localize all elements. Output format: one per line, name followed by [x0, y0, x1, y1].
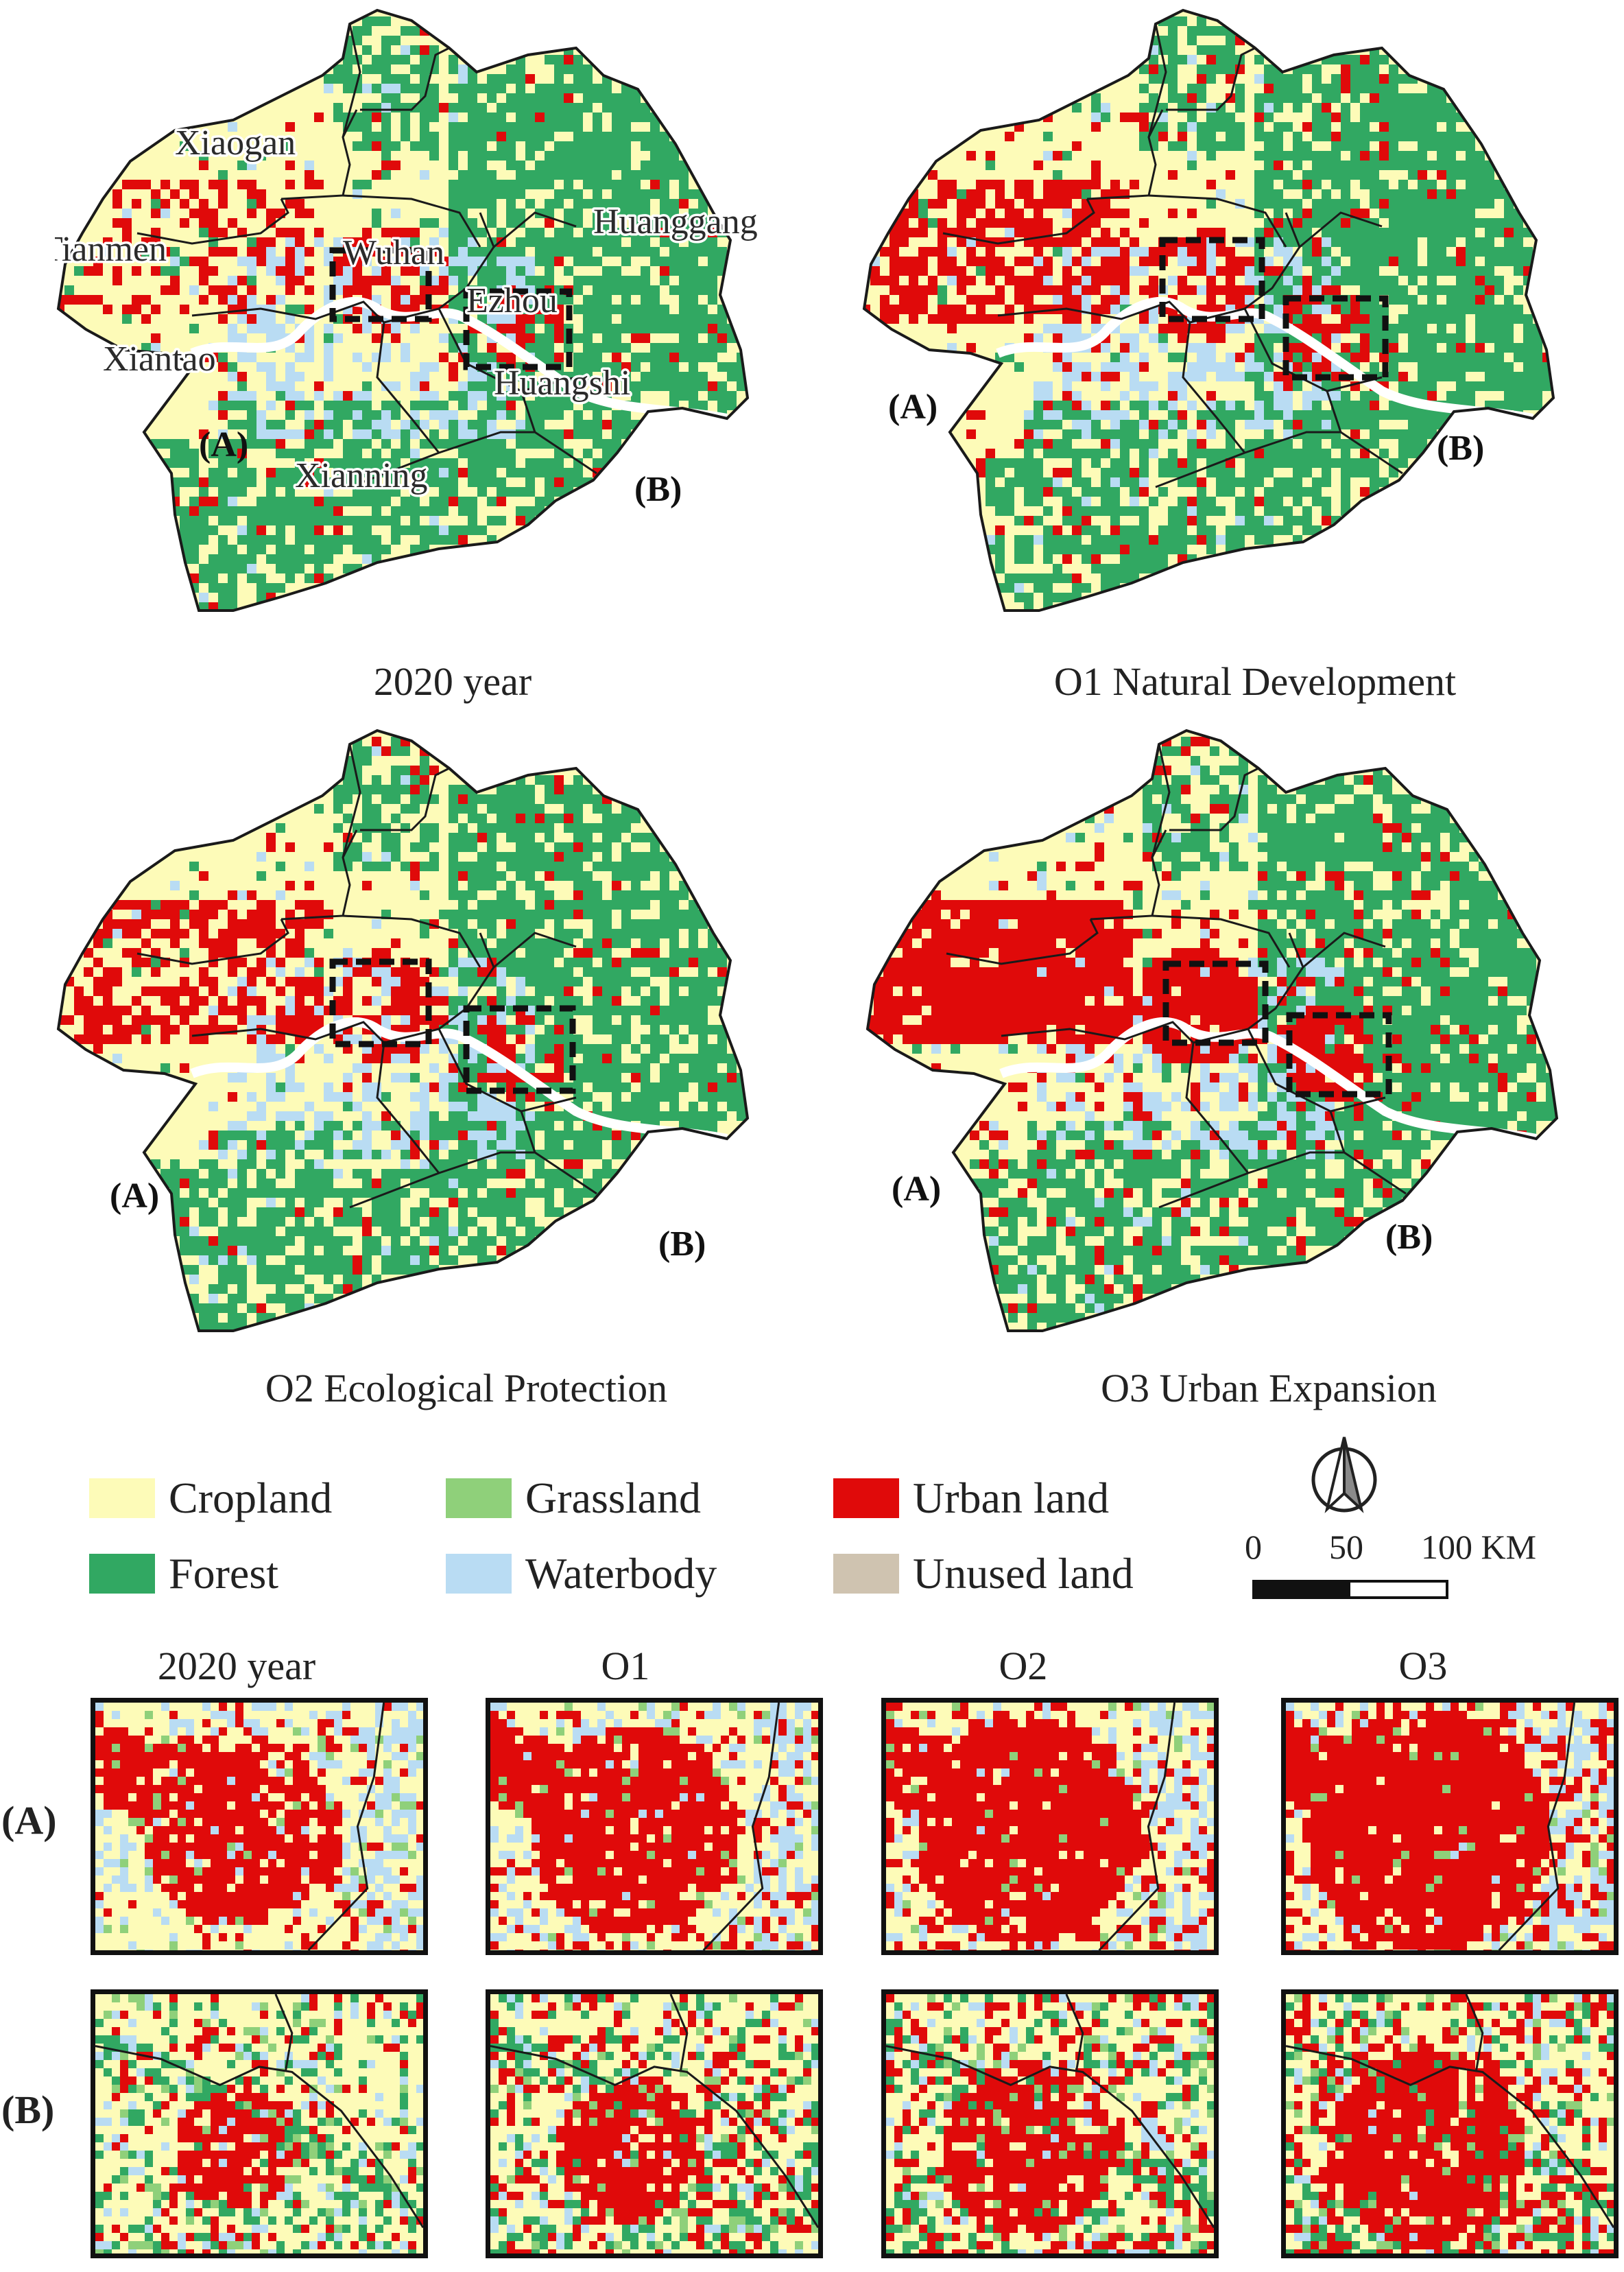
legend-swatch [89, 1478, 155, 1518]
city-label-xiaogan: Xiaogan [175, 123, 296, 163]
inset-raster [490, 1703, 818, 1950]
inset-column-header: O3 [1398, 1644, 1448, 1688]
map-panel-2020: (A) (B) Xiaogan Tianmen Wuhan Huanggang Ezhou X… [55, 7, 768, 652]
map-panel-o1: (A) (B) [857, 7, 1577, 652]
scale-tick-100: 100 KM [1421, 1528, 1537, 1566]
legend-label: Cropland [169, 1474, 333, 1522]
inset-a-2020 [91, 1698, 428, 1955]
legend-waterbody: Waterbody [446, 1549, 717, 1598]
city-label-wuhan: Wuhan [343, 233, 444, 272]
legend-swatch [446, 1554, 512, 1594]
city-label-huangshi: Huangshi [494, 364, 630, 403]
inset-raster [886, 1994, 1214, 2253]
legend-swatch [89, 1554, 155, 1594]
land-use-map: (A) (B) Xiaogan Tianmen Wuhan Huanggang Ezhou X… [55, 8, 760, 612]
inset-raster [1286, 1994, 1614, 2253]
zoom-area-tag-a: (A) [892, 1170, 941, 1209]
scale-tick-0: 0 [1245, 1528, 1262, 1566]
scale-tick-50: 50 [1329, 1528, 1363, 1566]
land-use-map: (A) (B) [862, 8, 1555, 612]
inset-raster [1286, 1703, 1614, 1950]
city-label-xiantao: Xiantao [103, 340, 216, 379]
legend-unused-land: Unused land [833, 1549, 1134, 1598]
city-label-tianmen: Tianmen [55, 230, 167, 269]
north-arrow-icon [1300, 1430, 1389, 1519]
legend-label: Grassland [525, 1474, 701, 1522]
legend-swatch [833, 1554, 899, 1594]
inset-column-header: 2020 year [157, 1644, 316, 1688]
legend-swatch [446, 1478, 512, 1518]
land-use-map: (A) (B) [865, 729, 1559, 1332]
map-caption-o3: O3 Urban Expansion [1101, 1366, 1437, 1410]
inset-raster [95, 1994, 423, 2253]
inset-b-o1 [486, 1989, 823, 2258]
inset-a-o1 [486, 1698, 823, 1955]
legend-label: Urban land [913, 1474, 1110, 1522]
map-caption-o1: O1 Natural Development [1053, 659, 1457, 704]
inset-a-o3 [1281, 1698, 1619, 1955]
zoom-area-tag-b: (B) [658, 1224, 706, 1264]
legend-label: Unused land [913, 1549, 1134, 1598]
inset-b-o3 [1281, 1989, 1619, 2258]
zoom-area-tag-b: (B) [1385, 1218, 1433, 1257]
inset-b-o2 [881, 1989, 1219, 2258]
legend-label: Waterbody [525, 1549, 717, 1598]
map-panel-o3: (A) (B) [864, 727, 1577, 1372]
inset-a-o2 [881, 1698, 1219, 1955]
inset-row-label: (A) [1, 1798, 57, 1843]
zoom-area-tag-a: (A) [199, 425, 248, 464]
zoom-area-tag-a: (A) [888, 388, 938, 427]
scale-bar [1252, 1580, 1448, 1599]
inset-row-label: (B) [1, 2087, 55, 2132]
inset-raster [490, 1994, 818, 2253]
legend-swatch [833, 1478, 899, 1518]
city-label-ezhou: Ezhou [466, 281, 558, 320]
legend-cropland: Cropland [89, 1474, 332, 1523]
map-caption-2020: 2020 year [373, 659, 532, 704]
legend-forest: Forest [89, 1549, 278, 1598]
map-panel-o2: (A) (B) [55, 727, 768, 1372]
legend-grassland: Grassland [446, 1474, 701, 1523]
city-label-huanggang: Huanggang [593, 202, 758, 241]
zoom-area-tag-b: (B) [1437, 429, 1484, 468]
legend-urban-land: Urban land [833, 1474, 1109, 1523]
city-label-xianning: Xianning [295, 456, 428, 495]
zoom-area-tag-a: (A) [110, 1176, 159, 1216]
land-use-map: (A) (B) [56, 729, 750, 1332]
legend-label: Forest [169, 1549, 278, 1598]
map-caption-o2: O2 Ecological Protection [265, 1366, 668, 1410]
inset-column-header: O1 [601, 1644, 650, 1688]
zoom-area-tag-b: (B) [634, 470, 682, 509]
inset-raster [95, 1703, 423, 1950]
inset-b-2020 [91, 1989, 428, 2258]
inset-raster [886, 1703, 1214, 1950]
inset-column-header: O2 [999, 1644, 1048, 1688]
